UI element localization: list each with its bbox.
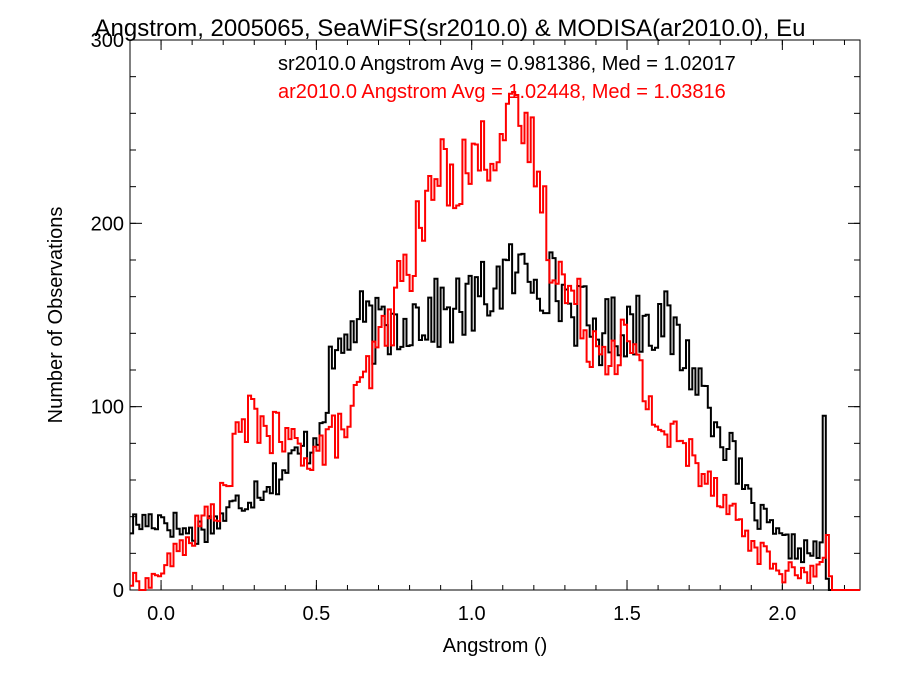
- y-tick-label-1: 100: [91, 397, 124, 419]
- series-ar2010.0-histogram: [130, 91, 860, 591]
- x-tick-label-4: 2.0: [768, 603, 796, 625]
- axis-ticks: 0.0 0.5 1.0 1.5 2.0 0 100 200 300: [91, 30, 860, 625]
- series-layer: [130, 91, 860, 591]
- y-tick-label-0: 0: [113, 580, 124, 602]
- y-tick-label-2: 200: [91, 213, 124, 235]
- x-tick-label-0: 0.0: [147, 603, 175, 625]
- y-tick-label-3: 300: [91, 30, 124, 52]
- annotation-ar: ar2010.0 Angstrom Avg = 1.02448, Med = 1…: [278, 81, 726, 103]
- series-sr2010.0-histogram: [130, 243, 860, 591]
- x-axis-label: Angstrom (): [443, 635, 547, 657]
- annotation-sr: sr2010.0 Angstrom Avg = 0.981386, Med = …: [278, 53, 736, 75]
- y-axis-label: Number of Observations: [45, 207, 67, 424]
- x-tick-label-1: 0.5: [302, 603, 330, 625]
- plot-frame: [129, 39, 861, 591]
- x-tick-label-2: 1.0: [458, 603, 486, 625]
- x-tick-label-3: 1.5: [613, 603, 641, 625]
- chart-title: Angstrom, 2005065, SeaWiFS(sr2010.0) & M…: [95, 15, 806, 42]
